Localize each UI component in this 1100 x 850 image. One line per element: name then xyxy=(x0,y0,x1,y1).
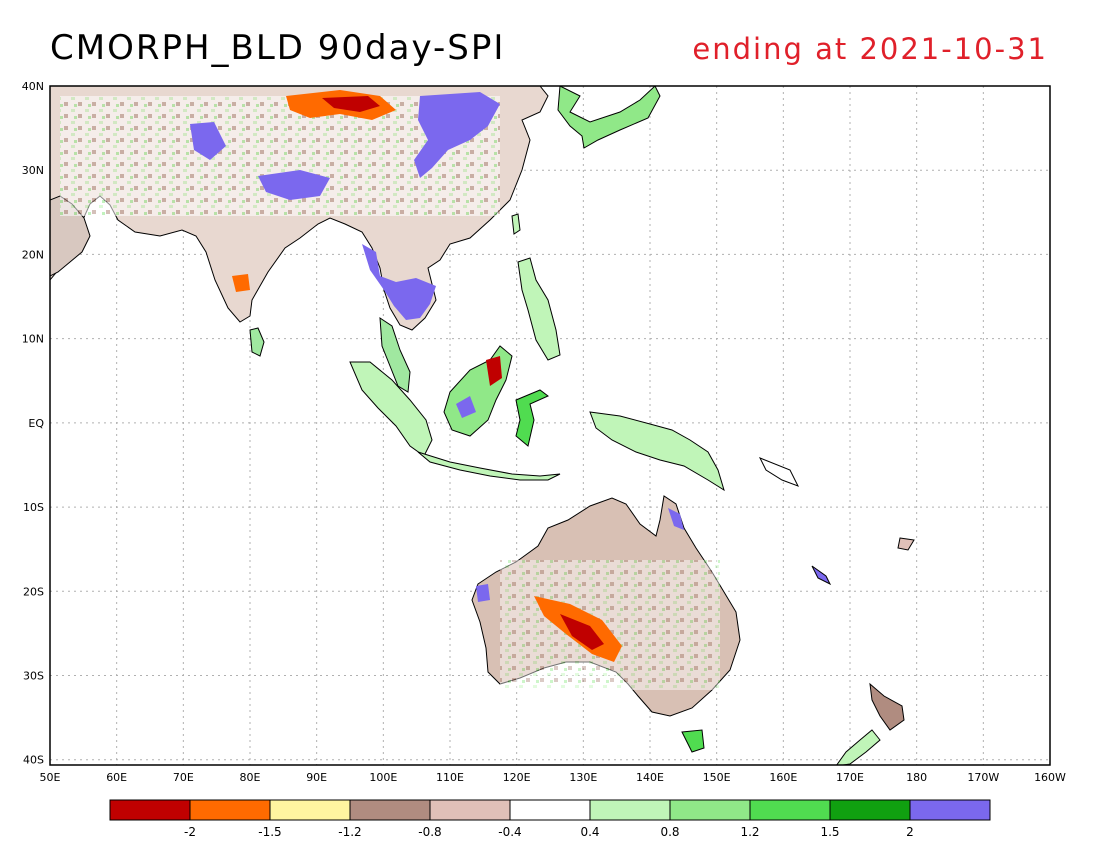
map-subtitle: ending at 2021-10-31 xyxy=(692,32,1048,66)
legend-swatch xyxy=(509,799,591,821)
map-frame xyxy=(49,85,1051,766)
legend-swatch xyxy=(189,799,271,821)
legend-label: -2 xyxy=(184,825,196,839)
lon-tick-label: 160W xyxy=(1034,771,1066,784)
new-zealand-south xyxy=(836,729,881,765)
lon-tick-label: 100E xyxy=(369,771,397,784)
wet-anomaly-australia-qld xyxy=(668,508,684,530)
lat-tick-label: EQ xyxy=(28,417,44,430)
tasmania xyxy=(681,729,705,753)
lat-tick-label: 10S xyxy=(23,501,44,514)
wet-anomaly-tibet xyxy=(258,170,330,200)
legend-swatch xyxy=(589,799,671,821)
wet-anomaly-borneo xyxy=(456,396,476,418)
legend-swatch xyxy=(829,799,911,821)
legend-label: -0.8 xyxy=(418,825,441,839)
wet-anomaly-china xyxy=(414,92,500,178)
taiwan xyxy=(511,213,521,235)
lat-tick-label: 40S xyxy=(23,754,44,767)
wet-anomaly-australia-west xyxy=(476,584,490,602)
malay-peninsula xyxy=(379,317,411,393)
lon-tick-label: 140E xyxy=(636,771,664,784)
legend-swatch xyxy=(909,799,991,821)
land-layer xyxy=(50,86,915,765)
legend-swatch xyxy=(269,799,351,821)
legend-label: 0.4 xyxy=(580,825,599,839)
lon-tick-label: 150E xyxy=(703,771,731,784)
dry-anomaly-borneo xyxy=(486,356,502,386)
wet-anomaly-india xyxy=(190,122,226,160)
dry-anomaly-australia-core xyxy=(560,614,604,650)
japan xyxy=(557,86,661,149)
speckle-australia xyxy=(500,560,720,690)
new-zealand-north xyxy=(869,682,905,731)
lon-tick-label: 120E xyxy=(503,771,531,784)
new-guinea xyxy=(589,411,725,492)
longitude-labels: 50E 60E 70E 80E 90E 100E 110E 120E 130E 140E 150E 1… xyxy=(40,771,1067,784)
lon-tick-label: 180 xyxy=(906,771,927,784)
lon-tick-label: 50E xyxy=(40,771,61,784)
wet-anomaly-indochina xyxy=(362,244,436,320)
latitude-labels: 40N 30N 20N 10N EQ 10S 20S 30S 40S xyxy=(22,80,45,767)
map-title: CMORPH_BLD 90day-SPI xyxy=(50,28,506,68)
lat-tick-label: 20N xyxy=(22,248,44,261)
lon-tick-label: 60E xyxy=(106,771,127,784)
new-caledonia xyxy=(811,565,832,586)
philippines xyxy=(517,257,561,361)
legend-swatch xyxy=(749,799,831,821)
legend-swatch xyxy=(429,799,511,821)
sri-lanka xyxy=(249,327,265,357)
dry-anomaly-tibet-core xyxy=(322,96,380,112)
legend-label: -1.2 xyxy=(338,825,361,839)
lon-tick-label: 110E xyxy=(436,771,464,784)
lon-tick-label: 90E xyxy=(306,771,327,784)
sulawesi xyxy=(515,389,549,447)
legend-swatch xyxy=(349,799,431,821)
sumatra xyxy=(349,361,433,457)
legend-label: 1.2 xyxy=(740,825,759,839)
lat-tick-label: 10N xyxy=(22,333,44,346)
lon-tick-label: 80E xyxy=(240,771,261,784)
lon-tick-label: 130E xyxy=(569,771,597,784)
legend-label: 2 xyxy=(906,825,914,839)
legend-label: -0.4 xyxy=(498,825,521,839)
color-legend: -2 -1.5 -1.2 -0.8 -0.4 0.4 0.8 1.2 1.5 2 xyxy=(109,799,991,839)
lon-tick-label: 70E xyxy=(173,771,194,784)
lat-tick-label: 20S xyxy=(23,585,44,598)
legend-label: 1.5 xyxy=(820,825,839,839)
legend-label: 0.8 xyxy=(660,825,679,839)
lon-tick-label: 170E xyxy=(836,771,864,784)
fiji xyxy=(897,537,915,551)
java xyxy=(417,451,561,481)
solomon-islands xyxy=(758,457,800,487)
legend-swatch xyxy=(109,799,191,821)
lat-tick-label: 40N xyxy=(22,80,44,93)
lat-tick-label: 30S xyxy=(23,670,44,683)
lon-tick-label: 160E xyxy=(769,771,797,784)
lat-tick-label: 30N xyxy=(22,164,44,177)
legend-swatch xyxy=(669,799,751,821)
lon-tick-label: 170W xyxy=(967,771,999,784)
dry-anomaly-india xyxy=(232,274,250,292)
legend-label: -1.5 xyxy=(258,825,281,839)
